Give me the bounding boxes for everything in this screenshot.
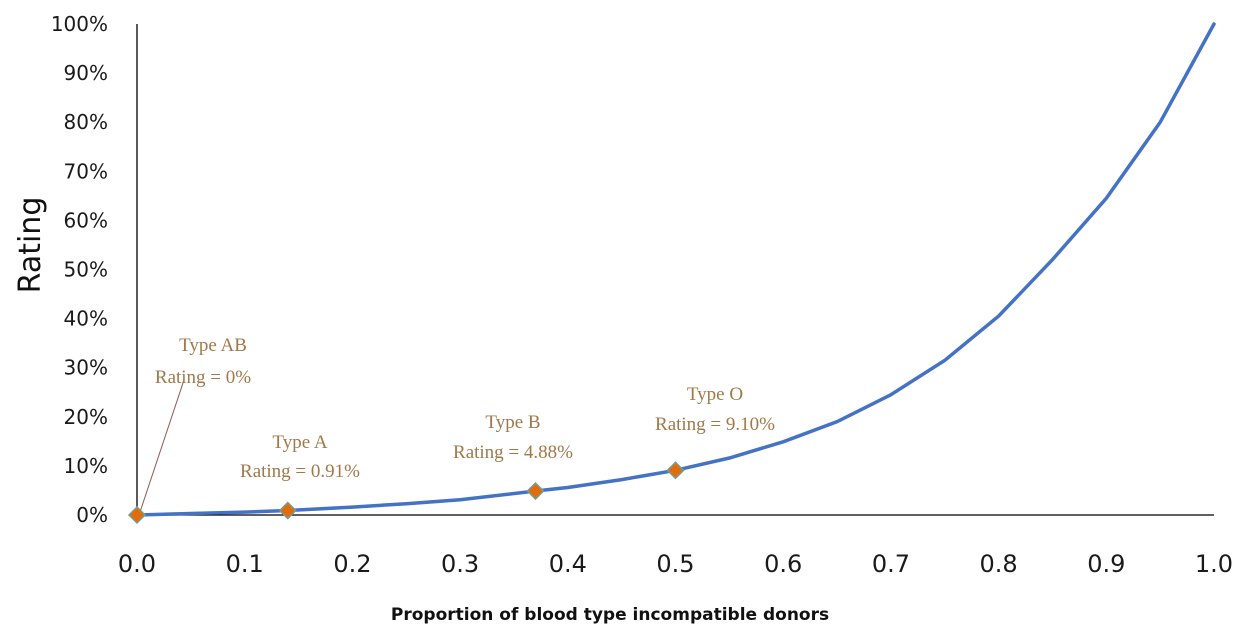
type-marker xyxy=(278,501,297,520)
type-marker xyxy=(666,461,685,480)
x-axis-label: Proportion of blood type incompatible do… xyxy=(391,605,829,625)
y-tick-label: 80% xyxy=(64,110,108,134)
y-tick-label: 50% xyxy=(64,258,108,282)
type-ab-leader-line xyxy=(139,379,185,513)
type-label: Type A xyxy=(272,432,327,453)
x-tick-label: 0.3 xyxy=(441,550,479,578)
x-tick-label: 0.8 xyxy=(980,550,1018,578)
x-tick-label: 1.0 xyxy=(1195,550,1233,578)
type-label: Type B xyxy=(485,412,540,433)
x-axis-ticks: 0.0 0.1 0.2 0.3 0.4 0.5 0.6 0.7 0.8 0.9 1.0 xyxy=(118,550,1233,578)
y-tick-label: 100% xyxy=(51,12,108,36)
y-tick-label: 60% xyxy=(64,208,108,232)
type-rating-label: Rating = 0.91% xyxy=(240,461,360,482)
y-tick-label: 10% xyxy=(64,454,108,478)
x-tick-label: 0.1 xyxy=(226,550,264,578)
y-axis-ticks: 0% 10% 20% 30% 40% 50% 60% 70% 80% 90% 100% xyxy=(51,12,108,527)
x-tick-label: 0.2 xyxy=(333,550,371,578)
type-label: Type AB xyxy=(179,335,247,356)
y-tick-label: 70% xyxy=(64,159,108,183)
type-annotations: Type AB Rating = 0% Type A Rating = 0.91% Ty… xyxy=(155,335,775,482)
type-label: Type O xyxy=(687,384,743,405)
y-tick-label: 30% xyxy=(64,356,108,380)
type-marker xyxy=(526,481,545,501)
y-axis-label: Rating xyxy=(13,197,48,294)
type-rating-label: Rating = 9.10% xyxy=(655,414,775,435)
y-tick-label: 0% xyxy=(76,503,108,527)
x-tick-label: 0.9 xyxy=(1087,550,1125,578)
y-tick-label: 90% xyxy=(64,61,108,85)
x-tick-label: 0.0 xyxy=(118,550,156,578)
x-tick-label: 0.4 xyxy=(549,550,587,578)
x-tick-label: 0.6 xyxy=(764,550,802,578)
x-tick-label: 0.7 xyxy=(872,550,910,578)
type-rating-label: Rating = 0% xyxy=(155,367,251,388)
type-rating-label: Rating = 4.88% xyxy=(453,442,573,463)
type-markers xyxy=(127,461,685,525)
x-tick-label: 0.5 xyxy=(656,550,694,578)
y-tick-label: 40% xyxy=(64,307,108,331)
y-tick-label: 20% xyxy=(64,405,108,429)
type-marker xyxy=(127,505,147,525)
